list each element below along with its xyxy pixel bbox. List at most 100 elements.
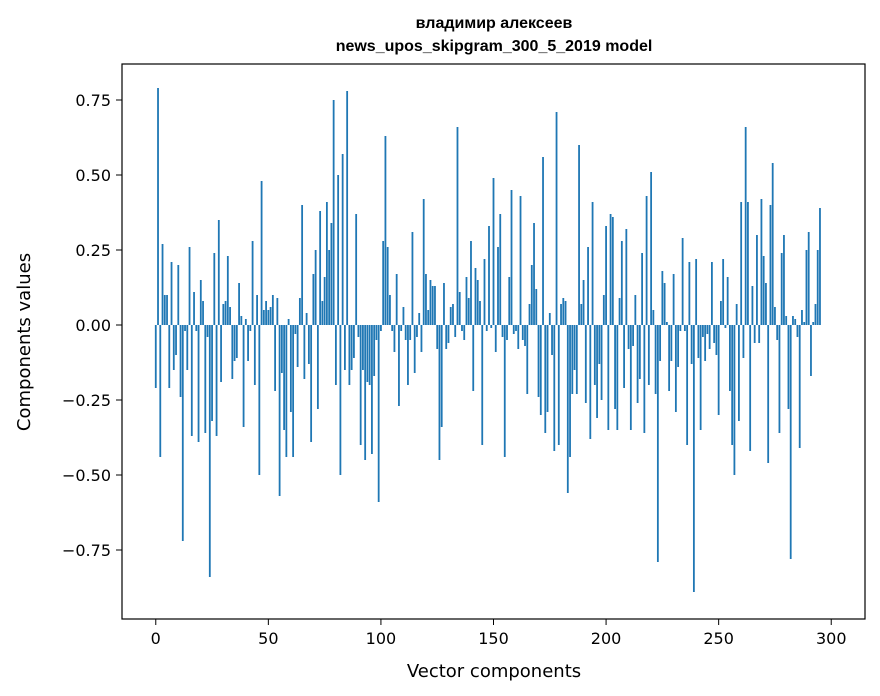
bar	[605, 226, 607, 325]
bar	[661, 271, 664, 325]
bar	[265, 301, 267, 325]
bar	[339, 325, 342, 475]
bar	[562, 298, 565, 325]
bar	[670, 325, 673, 361]
bar	[731, 325, 734, 445]
bar	[530, 265, 533, 325]
bar	[467, 298, 470, 325]
bar	[440, 325, 443, 427]
bar	[449, 307, 452, 325]
bar	[262, 310, 265, 325]
bar	[695, 259, 698, 325]
bar	[238, 283, 240, 325]
bar	[632, 325, 634, 346]
bar	[600, 325, 603, 400]
bar	[305, 313, 308, 325]
bar	[634, 295, 637, 325]
bar	[425, 274, 427, 325]
bar	[407, 325, 409, 385]
bar	[665, 322, 668, 325]
bar	[157, 88, 159, 325]
bar	[312, 274, 315, 325]
bar	[247, 325, 249, 361]
bar	[792, 316, 794, 325]
bar	[747, 202, 749, 325]
bar	[620, 241, 623, 325]
bar	[344, 325, 346, 370]
bar	[593, 325, 596, 385]
bar	[161, 244, 164, 325]
x-tick-label: 0	[151, 629, 161, 648]
bar	[213, 253, 216, 325]
bar	[260, 181, 263, 325]
bar	[598, 325, 601, 364]
bar	[607, 325, 610, 430]
bar	[476, 280, 479, 325]
bar	[668, 325, 671, 391]
bar	[499, 214, 502, 325]
bar	[726, 277, 729, 325]
bar	[812, 322, 815, 325]
bar	[623, 325, 625, 388]
bar	[699, 325, 702, 430]
bar	[181, 325, 184, 541]
bar	[636, 325, 639, 403]
bar	[789, 325, 792, 559]
bar	[391, 325, 394, 331]
bar	[366, 325, 369, 382]
bar	[589, 325, 592, 439]
bar	[445, 325, 448, 349]
bar	[283, 325, 286, 430]
bar	[402, 307, 405, 325]
bar	[704, 325, 707, 361]
bar	[618, 298, 621, 325]
bar	[229, 307, 231, 325]
bar	[803, 322, 806, 325]
bar	[494, 325, 497, 352]
bar	[206, 325, 209, 337]
bar	[267, 310, 270, 325]
bar	[638, 325, 641, 379]
bar	[294, 325, 297, 334]
bar	[697, 325, 700, 358]
bar	[774, 307, 776, 325]
bar	[575, 325, 578, 394]
bar	[602, 295, 605, 325]
bar	[170, 262, 173, 325]
bar	[269, 307, 272, 325]
bar	[762, 256, 765, 325]
bar	[280, 325, 283, 373]
bar	[690, 325, 693, 364]
bar	[377, 325, 380, 502]
bar	[650, 172, 653, 325]
bar	[434, 286, 436, 325]
bar	[287, 319, 290, 325]
bar	[463, 325, 466, 340]
y-tick-label: 0.25	[75, 241, 111, 260]
bar	[508, 277, 511, 325]
bar	[542, 157, 544, 325]
bar	[652, 310, 655, 325]
bar	[609, 214, 612, 325]
bar	[310, 325, 313, 442]
bar	[384, 136, 387, 325]
bar	[717, 325, 720, 415]
bar	[548, 313, 551, 325]
bar	[539, 325, 542, 415]
bar	[256, 295, 258, 325]
bar	[353, 325, 355, 358]
bar	[627, 325, 630, 349]
bar	[274, 325, 276, 391]
bar	[292, 325, 295, 457]
bar	[373, 325, 376, 376]
bar	[701, 325, 704, 337]
bar	[771, 163, 774, 325]
bar	[629, 325, 632, 430]
bar	[217, 220, 220, 325]
x-tick-label: 150	[478, 629, 509, 648]
bar	[199, 280, 202, 325]
bar	[751, 286, 754, 325]
bar	[533, 223, 535, 325]
bar	[470, 241, 472, 325]
bar	[778, 325, 781, 433]
